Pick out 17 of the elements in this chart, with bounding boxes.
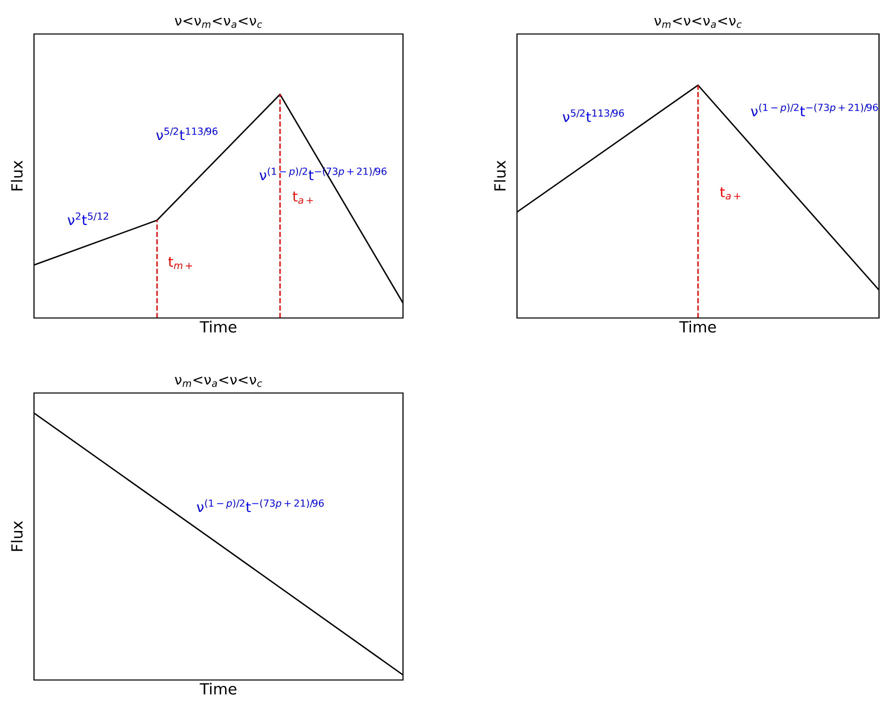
annotation: ν$^{(1−p)/2}$t$^{−(73p+21)/96}$ xyxy=(196,499,324,512)
chart-title: ν$_{m}$<ν$_{a}$<ν<ν$_{c}$ xyxy=(174,376,262,387)
y-axis-title: Flux xyxy=(10,521,23,551)
y-axis-title: Flux xyxy=(494,160,506,190)
annotation: t$_{a+}$ xyxy=(292,192,313,204)
annotation: ν$^{(1−p)/2}$t$^{−(73p+21)/96}$ xyxy=(750,104,878,116)
x-axis-title: Time xyxy=(200,682,236,695)
y-axis-title: Flux xyxy=(10,160,23,190)
chart-title: ν$_{m}$<ν<ν$_{a}$<ν$_{c}$ xyxy=(654,17,742,28)
chart-title: ν<ν$_{m}$<ν$_{a}$<ν$_{c}$ xyxy=(174,17,262,28)
x-axis-title: Time xyxy=(200,320,236,333)
annotation: t$_{m+}$ xyxy=(168,256,192,269)
annotation: ν$^{2}$t$^{5/12}$ xyxy=(68,212,108,225)
annotation: ν$^{5/2}$t$^{113/96}$ xyxy=(156,128,218,140)
annotation: t$_{a+}$ xyxy=(720,187,740,200)
annotation: ν$^{5/2}$t$^{113/96}$ xyxy=(562,109,624,122)
x-axis-title: Time xyxy=(679,320,716,333)
